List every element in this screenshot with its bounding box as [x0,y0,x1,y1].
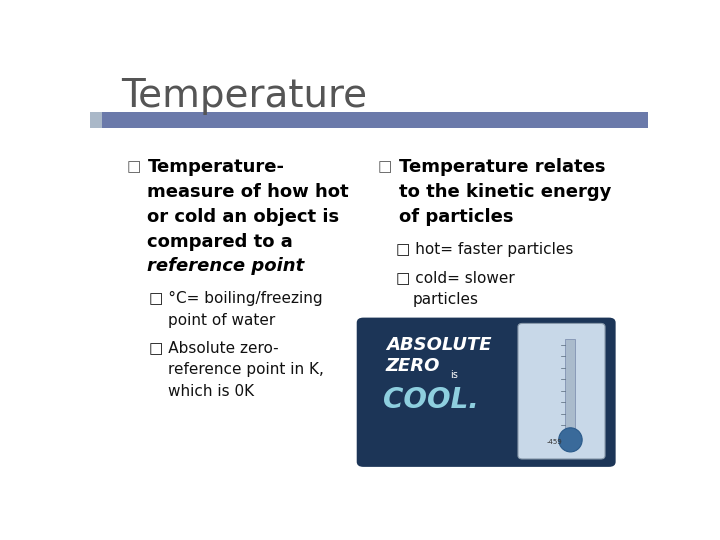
Ellipse shape [559,428,582,452]
Text: of particles: of particles [399,207,513,226]
Text: □: □ [377,159,392,174]
Text: or cold an object is: or cold an object is [148,207,340,226]
Text: measure of how hot: measure of how hot [148,183,349,201]
Text: to the kinetic energy: to the kinetic energy [399,183,611,201]
Text: compared to a: compared to a [148,233,293,251]
Text: Temperature relates: Temperature relates [399,158,605,176]
Text: reference point in K,: reference point in K, [168,362,324,377]
Text: □ °C= boiling/freezing: □ °C= boiling/freezing [148,291,323,306]
Text: □ hot= faster particles: □ hot= faster particles [396,242,573,258]
Text: point of water: point of water [168,313,275,328]
Bar [90,112,102,128]
Text: -459: -459 [547,440,562,445]
Bar [565,339,575,431]
Text: ZERO: ZERO [386,357,440,375]
Text: □ cold= slower: □ cold= slower [396,270,515,285]
Text: □ Absolute zero-: □ Absolute zero- [148,340,278,355]
FancyBboxPatch shape [356,318,616,467]
Text: is: is [450,369,458,380]
FancyBboxPatch shape [518,323,605,459]
Text: COOL.: COOL. [383,386,479,414]
Text: which is 0K: which is 0K [168,384,254,399]
Text: ABSOLUTE: ABSOLUTE [386,336,491,354]
Text: Temperature-: Temperature- [148,158,284,176]
Bar [102,112,648,128]
Text: reference point: reference point [148,258,305,275]
Text: particles: particles [413,292,479,307]
Text: □: □ [126,159,140,174]
Text: Temperature: Temperature [121,77,366,115]
